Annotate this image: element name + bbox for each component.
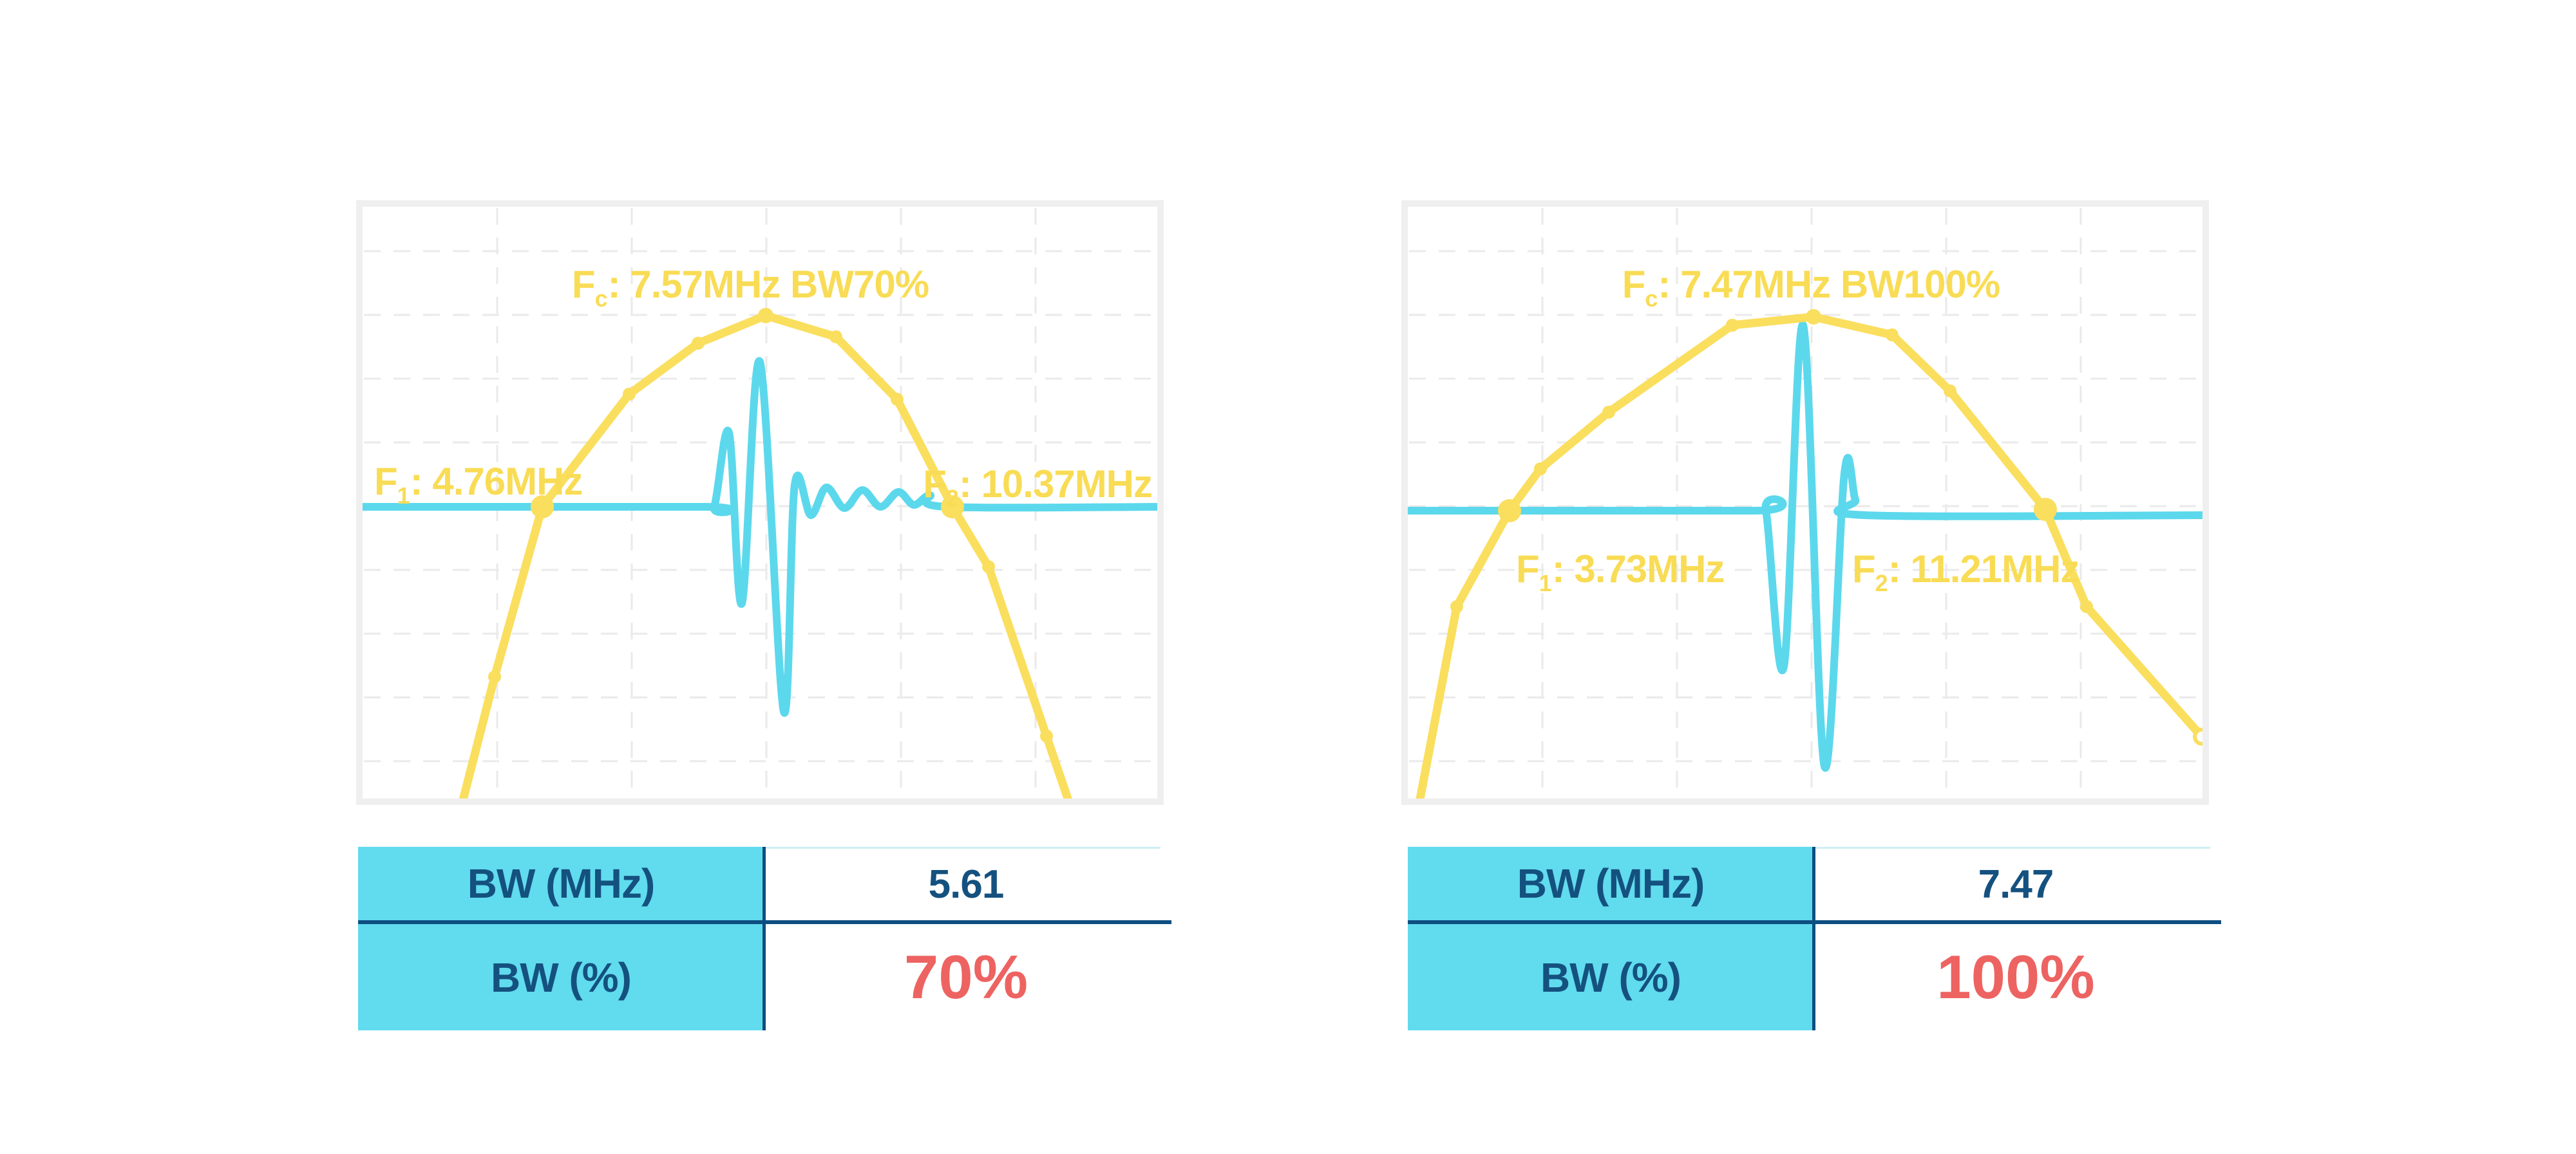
f2-label-narrowband: F2: 10.37MHz — [923, 462, 1153, 511]
bw-mhz-value: 7.47 — [1978, 862, 2054, 907]
f1-label-prefix: F — [374, 460, 398, 503]
bw-mhz-row-label: BW (MHz) — [1517, 860, 1705, 907]
bw-mhz-row-label: BW (MHz) — [467, 860, 656, 907]
fc-label-prefix: F — [571, 263, 596, 306]
fc-label-prefix: F — [1622, 263, 1646, 306]
bw-table-narrowband: BW (MHz) 5.61 BW (%) 70% — [358, 847, 1171, 1035]
bw-pct-value: 70% — [904, 942, 1028, 1012]
f2-label-value: : 10.37MHz — [958, 462, 1153, 506]
spectrum-plot-narrowband: Fc: 7.57MHz BW70% F1: 4.76MHz F2: 10.37M… — [356, 200, 1164, 805]
table-row-divider — [1408, 920, 2221, 924]
spectrum-chart-narrowband — [356, 200, 1164, 805]
f1-label-narrowband: F1: 4.76MHz — [374, 460, 583, 509]
f1-label-subscript: 1 — [397, 482, 410, 509]
bw-mhz-value: 5.61 — [928, 862, 1005, 907]
bw-table-broadband: BW (MHz) 7.47 BW (%) 100% — [1408, 847, 2221, 1035]
value-column-top-border — [1814, 847, 2210, 849]
f1-label-value: : 4.76MHz — [410, 460, 583, 503]
fc-label-subscript: c — [594, 285, 608, 312]
f1-label-broadband: F1: 3.73MHz — [1516, 547, 1725, 596]
bw-table-header-column — [358, 847, 764, 1030]
fc-label-subscript: c — [1645, 285, 1658, 312]
value-column-top-border — [764, 847, 1160, 849]
f2-label-subscript: 2 — [945, 485, 959, 511]
table-row-divider — [358, 920, 1171, 924]
bw-pct-value: 100% — [1937, 942, 2095, 1012]
center-frequency-label-broadband: Fc: 7.47MHz BW100% — [1622, 263, 2001, 312]
f2-label-prefix: F — [923, 462, 947, 506]
f2-label-subscript: 2 — [1875, 570, 1888, 596]
f1-label-subscript: 1 — [1539, 570, 1552, 596]
fc-label-value: : 7.57MHz BW70% — [607, 263, 929, 306]
f2-label-broadband: F2: 11.21MHz — [1852, 548, 2079, 596]
bw-pct-row-label: BW (%) — [491, 954, 632, 1001]
f2-label-prefix: F — [1852, 547, 1876, 591]
fc-label-value: : 7.47MHz BW100% — [1658, 263, 2000, 306]
table-column-divider — [1812, 847, 1815, 1030]
f1-label-value: : 3.73MHz — [1551, 547, 1725, 591]
bw-table-header-column — [1408, 847, 1814, 1030]
table-column-divider — [762, 847, 766, 1030]
bw-pct-row-label: BW (%) — [1540, 954, 1681, 1001]
spectrum-plot-broadband: Fc: 7.47MHz BW100% F1: 3.73MHz F2: 11.21… — [1401, 200, 2209, 805]
center-frequency-label-narrowband: Fc: 7.57MHz BW70% — [572, 263, 929, 312]
spectrum-chart-broadband — [1401, 200, 2209, 805]
f2-label-value: : 11.21MHz — [1888, 547, 2080, 591]
f1-label-prefix: F — [1516, 547, 1540, 591]
